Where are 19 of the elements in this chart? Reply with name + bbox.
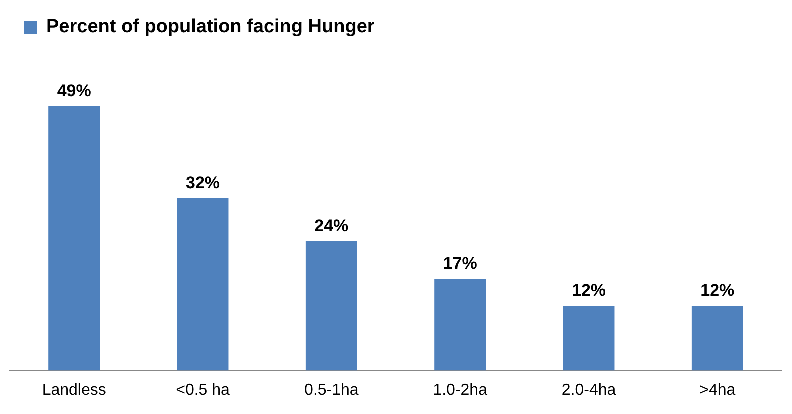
bar [48, 106, 100, 371]
x-tick-label: 0.5-1ha [304, 382, 359, 399]
data-label: 49% [57, 82, 92, 101]
bar [306, 241, 358, 371]
bar [692, 306, 744, 371]
data-label: 12% [572, 281, 606, 300]
data-label: 17% [443, 254, 478, 274]
data-label: 32% [186, 173, 220, 192]
data-label: 24% [314, 216, 349, 236]
data-label: 12% [700, 281, 735, 300]
bar [177, 198, 229, 371]
x-tick-label: <0.5 ha [176, 382, 230, 399]
x-tick-label: 1.0-2ha [433, 382, 488, 399]
bar [563, 306, 615, 371]
legend-label: Percent of population facing Hunger [46, 16, 376, 38]
x-tick-label: Landless [42, 382, 106, 399]
x-tick-label: >4ha [700, 382, 736, 399]
bar [434, 279, 486, 371]
x-tick-label: 2.0-4ha [562, 382, 616, 399]
